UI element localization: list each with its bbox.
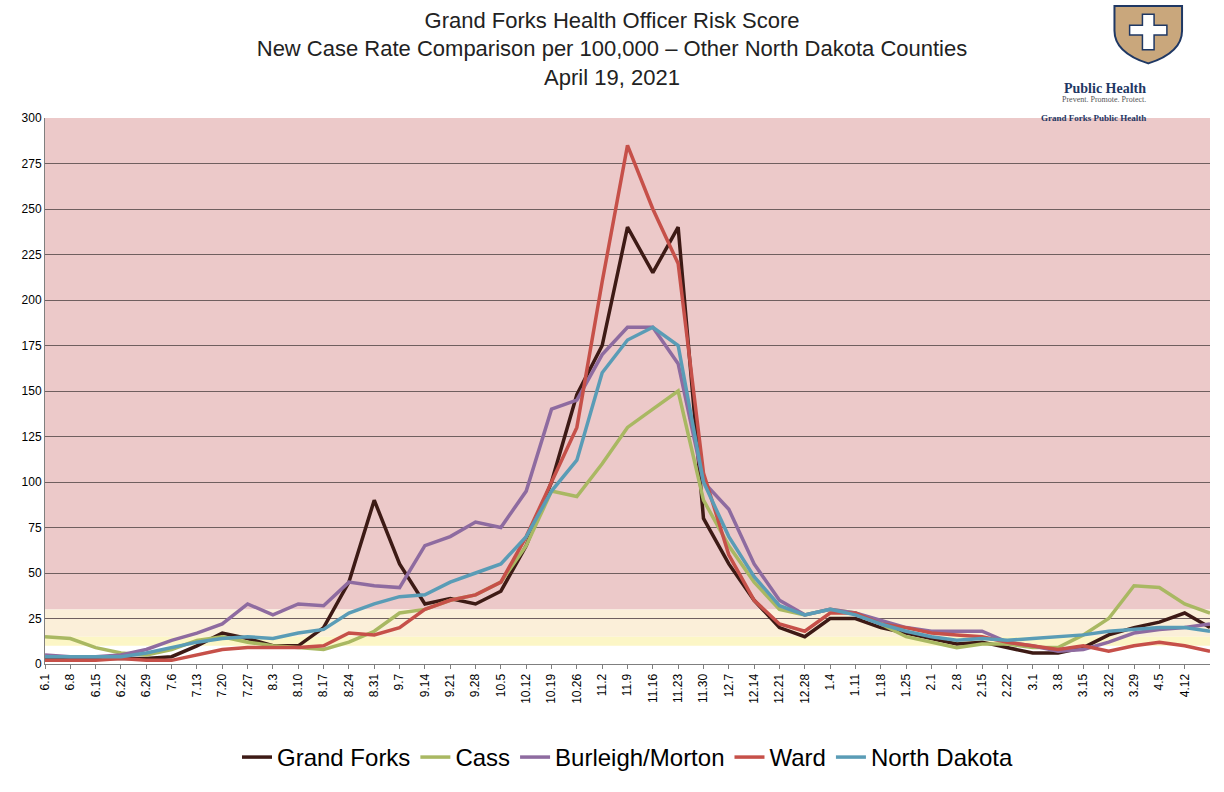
svg-text:6.22: 6.22 [114, 673, 128, 697]
svg-text:3.8: 3.8 [1051, 673, 1065, 690]
svg-text:100: 100 [22, 475, 42, 489]
svg-text:8.3: 8.3 [266, 673, 280, 690]
svg-text:4.12: 4.12 [1178, 673, 1192, 697]
svg-text:12.14: 12.14 [747, 673, 761, 703]
svg-text:200: 200 [22, 293, 42, 307]
svg-text:2.15: 2.15 [975, 673, 989, 697]
svg-text:7.27: 7.27 [241, 673, 255, 697]
svg-text:3.29: 3.29 [1127, 673, 1141, 697]
svg-text:75: 75 [28, 521, 42, 535]
svg-text:1.18: 1.18 [874, 673, 888, 697]
svg-text:6.29: 6.29 [139, 673, 153, 697]
svg-text:8.17: 8.17 [316, 673, 330, 697]
svg-text:8.31: 8.31 [367, 673, 381, 697]
svg-text:12.28: 12.28 [798, 673, 812, 703]
svg-text:250: 250 [22, 202, 42, 216]
svg-text:1.25: 1.25 [899, 673, 913, 697]
svg-text:North Dakota: North Dakota [871, 744, 1013, 771]
svg-text:1.4: 1.4 [823, 673, 837, 690]
svg-text:6.15: 6.15 [89, 673, 103, 697]
svg-text:2.1: 2.1 [924, 673, 938, 690]
svg-text:3.1: 3.1 [1026, 673, 1040, 690]
svg-text:12.7: 12.7 [722, 673, 736, 697]
svg-text:Prevent. Promote. Protect.: Prevent. Promote. Protect. [1062, 95, 1146, 104]
svg-text:150: 150 [22, 384, 42, 398]
svg-text:Cass: Cass [455, 744, 510, 771]
svg-text:10.12: 10.12 [519, 673, 533, 703]
svg-text:Burleigh/Morton: Burleigh/Morton [555, 744, 724, 771]
svg-text:8.24: 8.24 [342, 673, 356, 697]
svg-text:10.19: 10.19 [544, 673, 558, 703]
svg-text:11.16: 11.16 [646, 673, 660, 702]
svg-text:10.5: 10.5 [494, 673, 508, 697]
svg-text:10.26: 10.26 [570, 673, 584, 703]
svg-text:0: 0 [35, 657, 42, 671]
svg-text:225: 225 [22, 248, 42, 262]
svg-text:125: 125 [22, 430, 42, 444]
svg-text:2.8: 2.8 [950, 673, 964, 690]
svg-text:3.15: 3.15 [1076, 673, 1090, 697]
svg-text:6.1: 6.1 [38, 673, 52, 690]
svg-text:9.28: 9.28 [468, 673, 482, 697]
svg-text:7.6: 7.6 [165, 673, 179, 690]
svg-text:11.23: 11.23 [671, 673, 685, 702]
svg-text:Grand Forks Public Health: Grand Forks Public Health [1041, 113, 1146, 123]
svg-text:2.22: 2.22 [1000, 673, 1014, 697]
svg-text:3.22: 3.22 [1102, 673, 1116, 697]
svg-text:Grand Forks: Grand Forks [277, 744, 410, 771]
svg-text:8.10: 8.10 [291, 673, 305, 697]
svg-text:9.14: 9.14 [418, 673, 432, 697]
svg-text:6.8: 6.8 [63, 673, 77, 690]
svg-text:11.2: 11.2 [595, 673, 609, 696]
svg-text:11.9: 11.9 [620, 673, 634, 696]
svg-text:9.21: 9.21 [443, 673, 457, 697]
svg-text:275: 275 [22, 157, 42, 171]
svg-text:11.30: 11.30 [696, 673, 710, 702]
svg-text:1.11: 1.11 [848, 673, 862, 696]
svg-text:Grand Forks Health Officer Ris: Grand Forks Health Officer Risk ScoreNew… [257, 8, 967, 90]
svg-text:Public Health: Public Health [1064, 81, 1146, 96]
svg-text:9.7: 9.7 [392, 673, 406, 690]
svg-text:300: 300 [22, 111, 42, 125]
svg-text:12.21: 12.21 [772, 673, 786, 703]
svg-text:4.5: 4.5 [1152, 673, 1166, 690]
svg-text:25: 25 [28, 612, 42, 626]
svg-text:Ward: Ward [769, 744, 825, 771]
svg-text:175: 175 [22, 339, 42, 353]
svg-text:7.13: 7.13 [190, 673, 204, 697]
svg-text:7.20: 7.20 [215, 673, 229, 697]
svg-text:50: 50 [28, 566, 42, 580]
